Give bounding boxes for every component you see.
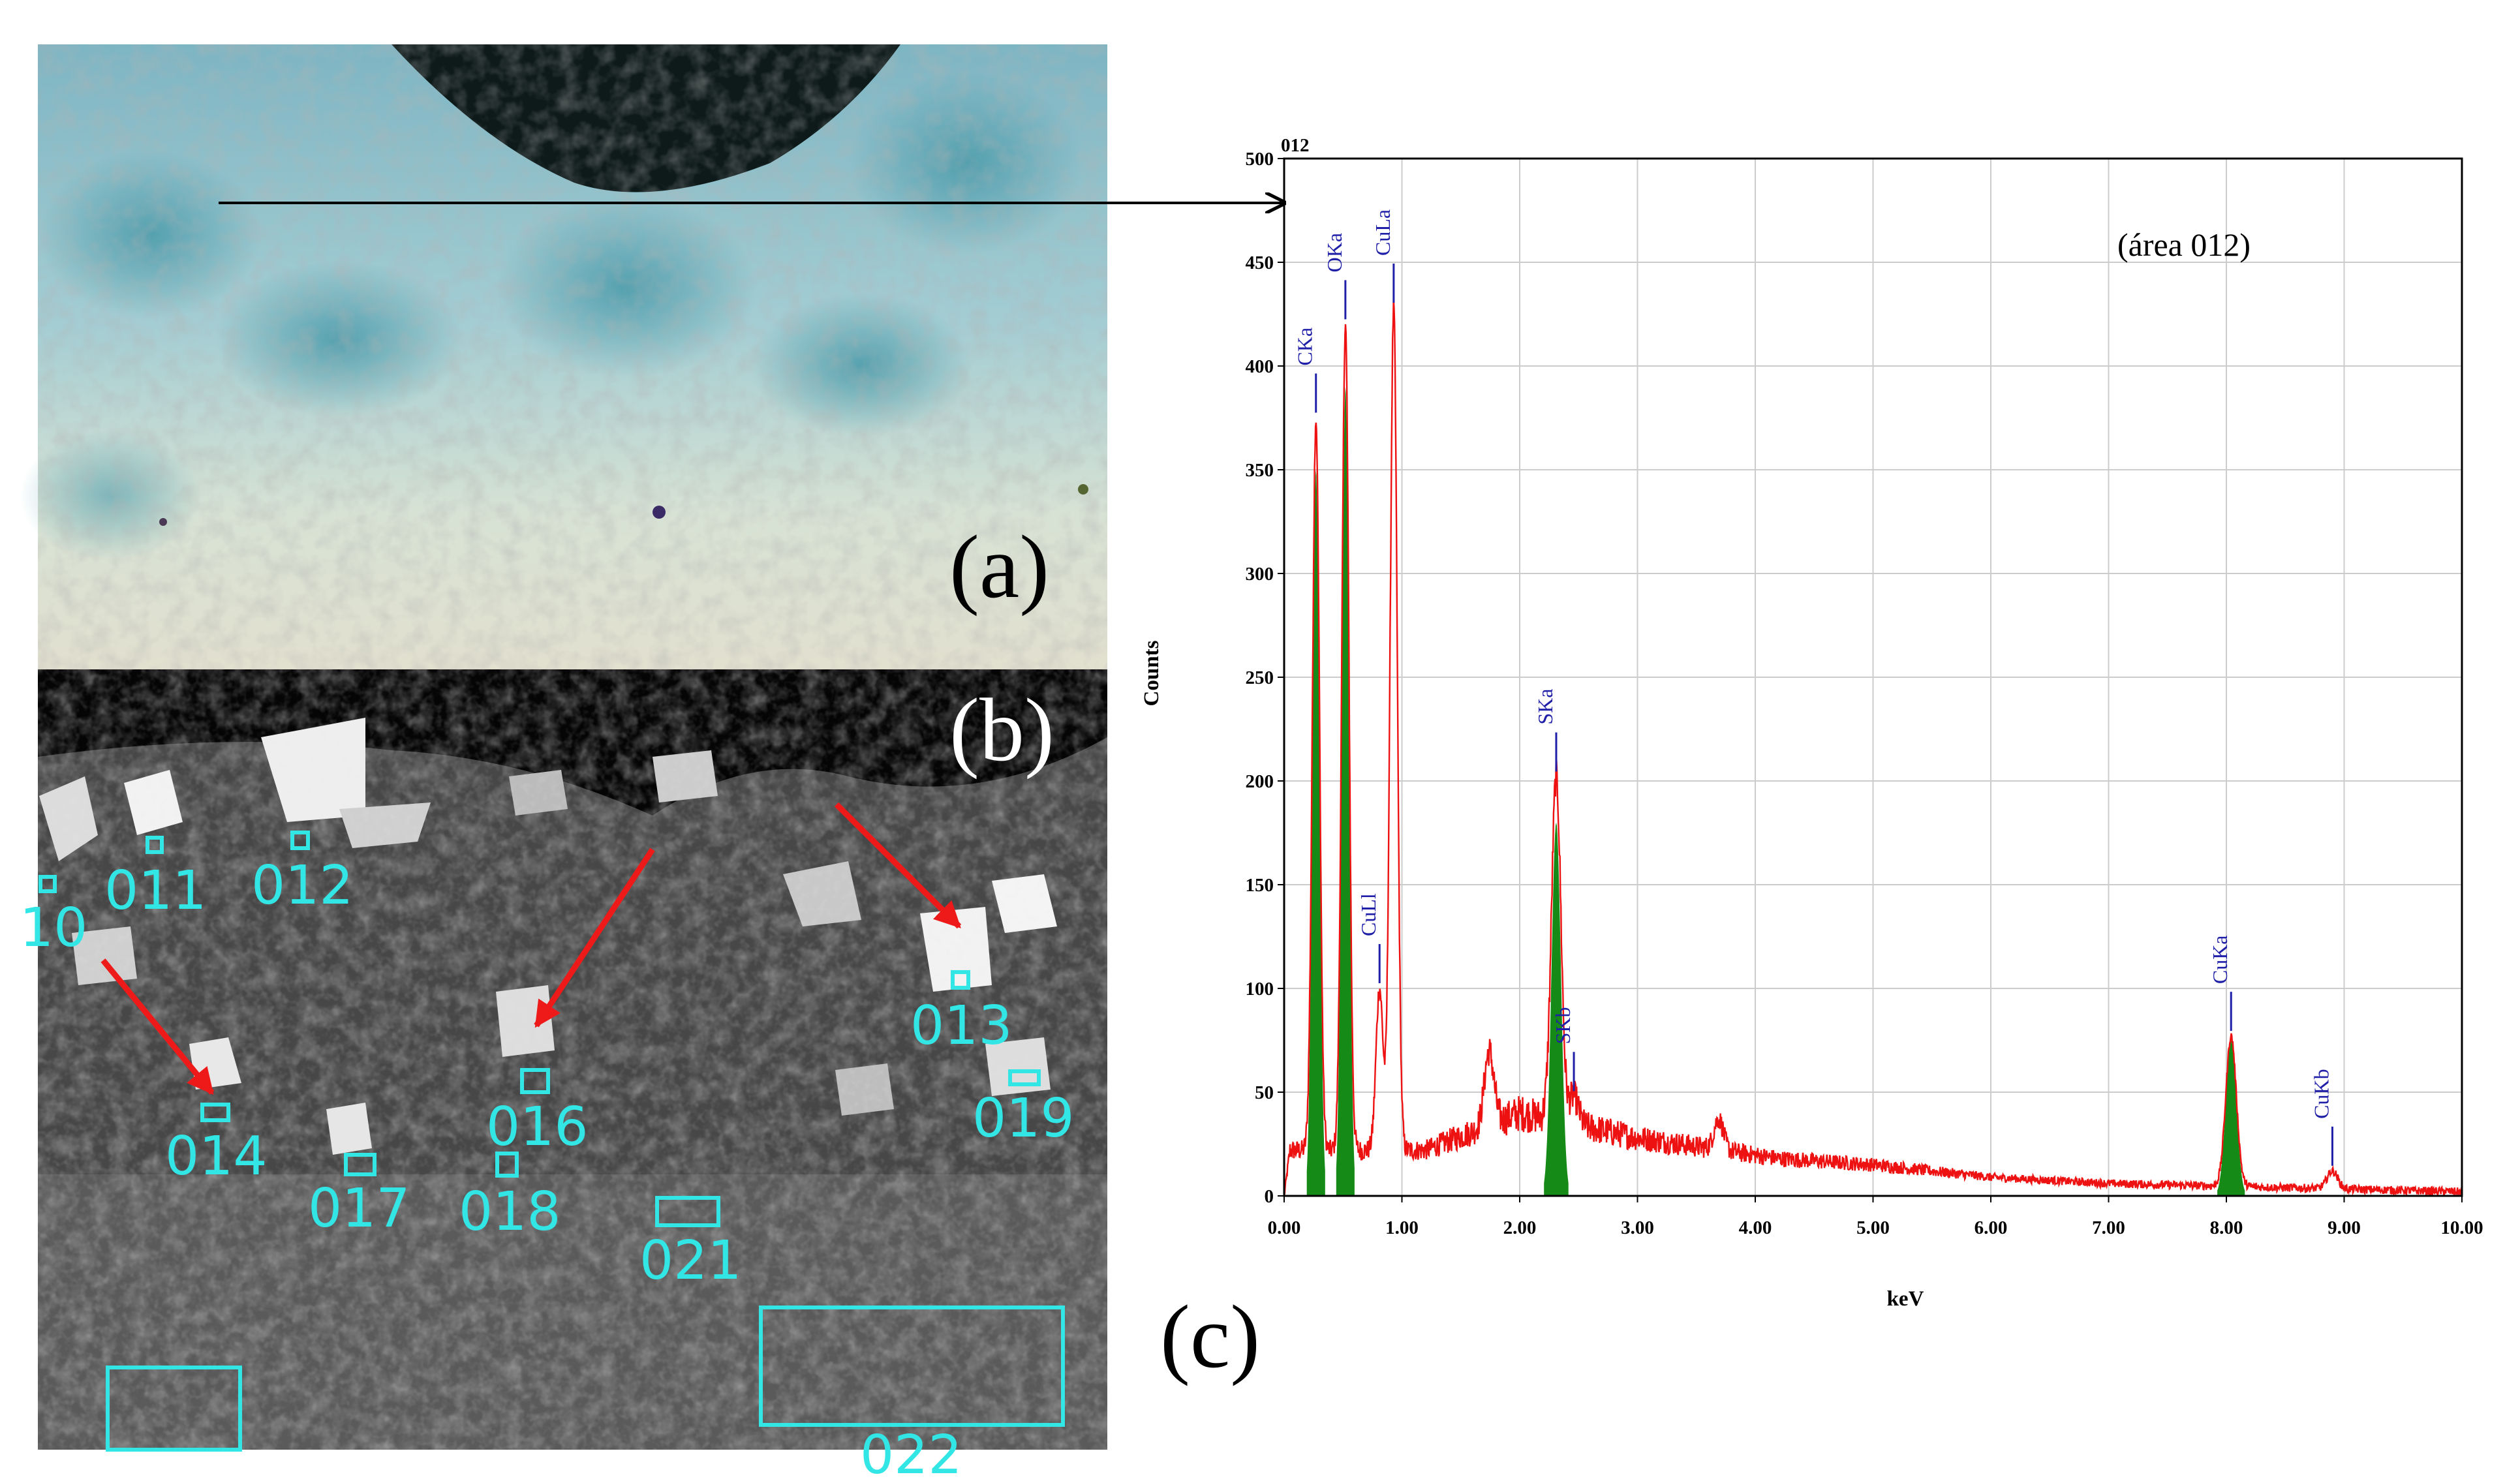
x-tick-label: 6.00 [1975, 1217, 2008, 1238]
peak-fill-CuKa [2217, 1040, 2245, 1196]
sem-marker-10 [38, 875, 57, 893]
sem-label-019: 019 [972, 1088, 1075, 1150]
sem-marker-016 [520, 1068, 550, 1094]
peak-label-CKa: CKa [1293, 328, 1317, 366]
x-tick-label: 2.00 [1503, 1217, 1537, 1238]
sem-marker-019 [1008, 1069, 1041, 1086]
y-tick-label: 400 [1246, 356, 1274, 377]
panel-b-sem [38, 669, 1107, 1450]
sem-label-012: 012 [251, 855, 354, 917]
peak-label-CuLa: CuLa [1371, 209, 1394, 256]
tick-label-group: 0.00 1.00 2.00 3.00 4.00 5.00 6.00 7.00 8.00 9.00… [1246, 149, 2483, 1238]
x-tick-label: 10.00 [2440, 1217, 2483, 1238]
sem-marker-017 [344, 1153, 376, 1176]
x-tick-label: 8.00 [2210, 1217, 2243, 1238]
x-axis-title: keV [1887, 1287, 1924, 1311]
sem-label-021: 021 [639, 1230, 742, 1292]
red-arrow-3 [834, 802, 962, 929]
x-tick-label: 5.00 [1856, 1217, 1890, 1238]
chart-grid [1283, 158, 2463, 1197]
peak-fill-group [1306, 386, 2245, 1196]
sem-label-016: 016 [486, 1096, 589, 1158]
x-tick-label: 9.00 [2328, 1217, 2361, 1238]
panel-c-label: (c) [1160, 1287, 1260, 1386]
y-tick-label: 250 [1246, 667, 1274, 688]
sem-marker-021 [655, 1196, 720, 1227]
eds-spectrum-chart: CKa OKa CuLl CuLa SKa SKb CuKa CuKb 0.00 1.00 2.0… [1140, 135, 2483, 1311]
sem-label-10: 10 [20, 897, 87, 959]
sem-marker-018 [495, 1152, 519, 1178]
sem-label-011: 011 [104, 860, 207, 922]
peak-fill-OKa [1336, 386, 1355, 1196]
red-arrow-2 [534, 847, 655, 1028]
y-tick-label: 0 [1265, 1186, 1274, 1207]
sem-marker-unlabeled [106, 1366, 242, 1452]
y-tick-label: 350 [1246, 460, 1274, 481]
y-tick-label: 500 [1246, 149, 1274, 170]
y-tick-label: 100 [1246, 979, 1274, 1000]
y-axis-title: Counts [1140, 640, 1163, 706]
peak-fill-CKa [1306, 470, 1325, 1196]
peak-label-OKa: OKa [1323, 233, 1346, 272]
x-tick-label: 3.00 [1621, 1217, 1654, 1238]
y-tick-label: 200 [1246, 771, 1274, 792]
x-tick-label: 7.00 [2092, 1217, 2125, 1238]
x-tick-label: 0.00 [1268, 1217, 1301, 1238]
peak-fill-SKa [1544, 822, 1569, 1196]
sem-marker-014 [200, 1103, 230, 1122]
sem-label-014: 014 [165, 1125, 268, 1187]
sem-marker-group [38, 831, 1065, 1452]
y-tick-label: 450 [1246, 252, 1274, 273]
peak-label-SKb: SKb [1551, 1007, 1575, 1044]
red-arrow-group [100, 802, 962, 1095]
spectrum-line [1283, 299, 2463, 1198]
x-tick-label: 4.00 [1739, 1217, 1772, 1238]
sem-label-group: 10 011 012 013 014 016 017 018 019 021 0… [20, 855, 1075, 1481]
peak-label-SKa: SKa [1533, 689, 1557, 725]
y-tick-label: 300 [1246, 564, 1274, 585]
chart-annotation: (área 012) [2117, 226, 2251, 263]
sem-marker-013 [951, 970, 970, 990]
panel-b-label: (b) [949, 680, 1054, 780]
chart-corner-label: 012 [1281, 135, 1310, 156]
sem-label-017: 017 [308, 1178, 410, 1240]
x-tick-label: 1.00 [1385, 1217, 1419, 1238]
sem-label-022: 022 [860, 1424, 962, 1481]
red-arrow-1 [100, 958, 215, 1095]
y-tick-label: 150 [1246, 875, 1274, 896]
peak-marker-group: CKa OKa CuLl CuLa SKa SKb CuKa CuKb [1293, 209, 2333, 1166]
sem-label-013: 013 [910, 995, 1013, 1057]
sem-label-018: 018 [459, 1181, 561, 1243]
sem-marker-011 [146, 836, 164, 854]
sem-marker-022 [759, 1305, 1065, 1427]
sem-marker-012 [290, 831, 310, 850]
peak-label-CuLl: CuLl [1357, 893, 1380, 936]
panel-a-label: (a) [949, 517, 1049, 617]
peak-label-CuKa: CuKa [2208, 935, 2232, 984]
peak-label-CuKb: CuKb [2309, 1069, 2333, 1118]
y-tick-label: 50 [1255, 1082, 1274, 1103]
panel-a-photo [20, 44, 1107, 669]
